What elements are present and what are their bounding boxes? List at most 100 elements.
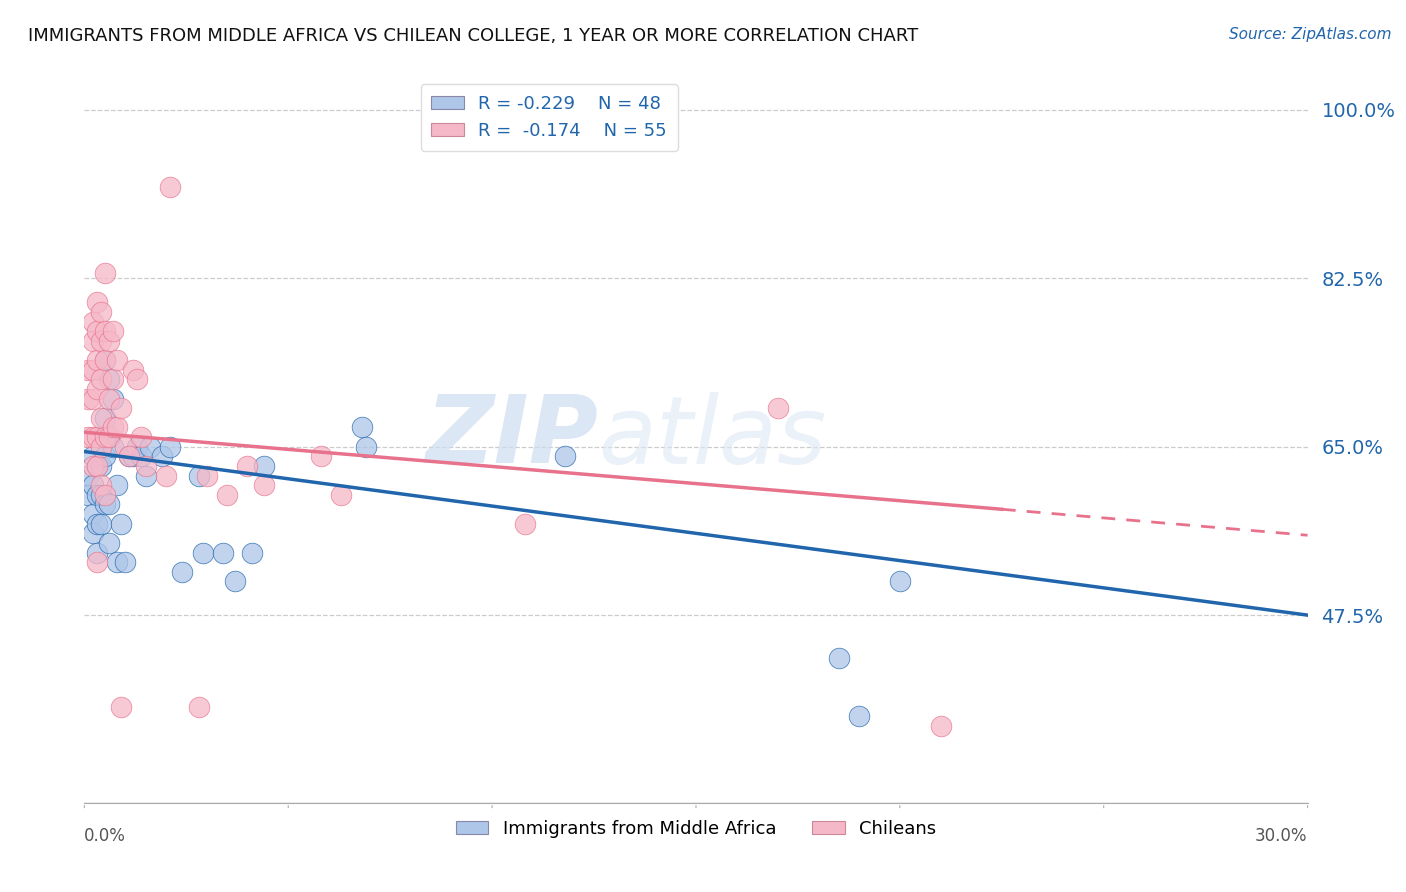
Point — [77, 468, 100, 483]
Text: ZIP: ZIP — [425, 391, 598, 483]
Point — [86, 545, 108, 559]
Point — [90, 488, 112, 502]
Point — [86, 488, 108, 502]
Point — [131, 430, 153, 444]
Point — [101, 324, 124, 338]
Point — [82, 362, 104, 376]
Point — [86, 295, 108, 310]
Point — [82, 450, 104, 464]
Point — [82, 392, 104, 406]
Point — [101, 420, 124, 434]
Point — [90, 458, 112, 473]
Point — [138, 440, 160, 454]
Point — [86, 382, 108, 396]
Point — [105, 353, 128, 368]
Point — [93, 267, 115, 281]
Point — [172, 565, 194, 579]
Point — [90, 305, 112, 319]
Point — [766, 401, 789, 416]
Point — [90, 410, 112, 425]
Point — [224, 574, 246, 589]
Point — [93, 353, 115, 368]
Point — [127, 372, 149, 386]
Point — [86, 516, 108, 531]
Point — [513, 516, 536, 531]
Point — [929, 719, 952, 733]
Point — [187, 699, 209, 714]
Point — [93, 353, 115, 368]
Point — [93, 498, 115, 512]
Point — [155, 468, 177, 483]
Point — [122, 450, 145, 464]
Legend: Immigrants from Middle Africa, Chileans: Immigrants from Middle Africa, Chileans — [449, 813, 943, 845]
Point — [90, 516, 112, 531]
Point — [101, 372, 124, 386]
Point — [93, 410, 115, 425]
Point — [93, 488, 115, 502]
Point — [105, 478, 128, 492]
Point — [118, 450, 141, 464]
Point — [97, 430, 120, 444]
Point — [86, 458, 108, 473]
Point — [114, 555, 136, 569]
Point — [110, 516, 132, 531]
Point — [354, 440, 377, 454]
Point — [86, 353, 108, 368]
Point — [135, 458, 157, 473]
Point — [127, 440, 149, 454]
Point — [93, 430, 115, 444]
Point — [97, 430, 120, 444]
Point — [82, 478, 104, 492]
Point — [93, 324, 115, 338]
Point — [187, 468, 209, 483]
Point — [240, 545, 263, 559]
Point — [101, 440, 124, 454]
Point — [77, 488, 100, 502]
Point — [110, 401, 132, 416]
Point — [82, 526, 104, 541]
Point — [330, 488, 353, 502]
Point — [97, 392, 120, 406]
Point — [90, 334, 112, 348]
Point — [82, 507, 104, 521]
Point — [86, 555, 108, 569]
Point — [848, 709, 870, 723]
Point — [97, 498, 120, 512]
Text: Source: ZipAtlas.com: Source: ZipAtlas.com — [1229, 27, 1392, 42]
Point — [86, 324, 108, 338]
Point — [554, 450, 576, 464]
Point — [77, 362, 100, 376]
Point — [150, 450, 173, 464]
Point — [159, 179, 181, 194]
Point — [110, 699, 132, 714]
Point — [90, 372, 112, 386]
Point — [77, 392, 100, 406]
Point — [253, 478, 276, 492]
Point — [350, 420, 373, 434]
Text: atlas: atlas — [598, 392, 827, 483]
Point — [101, 392, 124, 406]
Point — [889, 574, 911, 589]
Point — [77, 430, 100, 444]
Point — [105, 555, 128, 569]
Point — [105, 420, 128, 434]
Point — [97, 372, 120, 386]
Point — [90, 430, 112, 444]
Point — [97, 536, 120, 550]
Point — [93, 450, 115, 464]
Text: IMMIGRANTS FROM MIDDLE AFRICA VS CHILEAN COLLEGE, 1 YEAR OR MORE CORRELATION CHA: IMMIGRANTS FROM MIDDLE AFRICA VS CHILEAN… — [28, 27, 918, 45]
Text: 0.0%: 0.0% — [84, 827, 127, 845]
Point — [135, 468, 157, 483]
Point — [86, 430, 108, 444]
Point — [82, 458, 104, 473]
Point — [82, 334, 104, 348]
Point — [828, 651, 851, 665]
Text: 30.0%: 30.0% — [1256, 827, 1308, 845]
Point — [97, 334, 120, 348]
Point — [90, 478, 112, 492]
Point — [253, 458, 276, 473]
Point — [131, 450, 153, 464]
Point — [217, 488, 239, 502]
Point — [118, 450, 141, 464]
Point — [191, 545, 214, 559]
